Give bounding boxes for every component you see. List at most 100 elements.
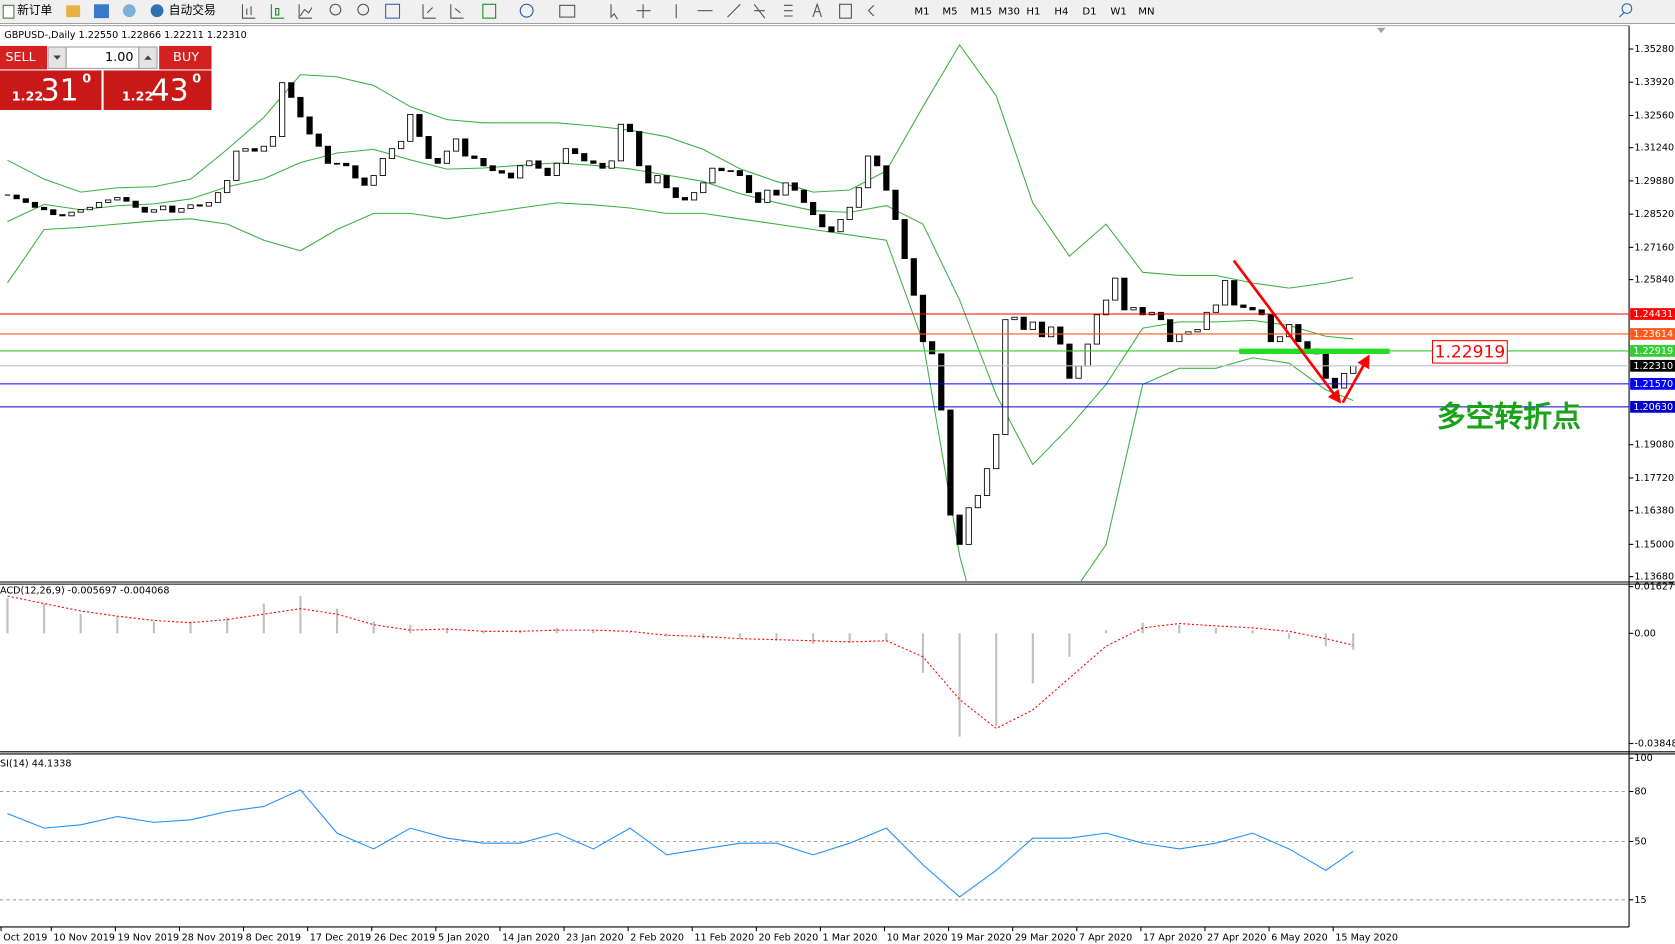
candle-body bbox=[169, 205, 176, 213]
x-tick-label: 19 Nov 2019 bbox=[118, 933, 180, 944]
candle-body bbox=[425, 136, 432, 159]
volume-value[interactable]: 1.00 bbox=[105, 50, 134, 65]
buy-button[interactable] bbox=[159, 45, 212, 70]
channel-icon[interactable] bbox=[753, 3, 766, 19]
candle-body bbox=[544, 167, 551, 176]
candle-body bbox=[690, 192, 698, 201]
macd-bar bbox=[1068, 633, 1071, 657]
x-tick-label: 20 Feb 2020 bbox=[758, 933, 818, 944]
crosshair-icon[interactable] bbox=[636, 4, 651, 19]
timeframe-button[interactable]: H4 bbox=[1054, 7, 1068, 18]
fibo-icon[interactable] bbox=[784, 4, 793, 17]
label-icon[interactable] bbox=[839, 3, 852, 19]
y-tick-label: 1.25840 bbox=[1634, 275, 1674, 286]
candle-body bbox=[22, 198, 29, 203]
line-icon[interactable] bbox=[298, 4, 313, 19]
y-tick-label: 1.33920 bbox=[1634, 77, 1674, 88]
candle-body bbox=[1002, 319, 1009, 435]
candle-body bbox=[965, 507, 972, 545]
panel-frames bbox=[0, 25, 1675, 928]
new-order-icon[interactable] bbox=[2, 4, 15, 19]
candle-body bbox=[919, 294, 927, 343]
y-tick-label: 1.16380 bbox=[1634, 506, 1674, 517]
candle-body bbox=[636, 131, 643, 167]
y-tick-label: 1.32560 bbox=[1634, 110, 1674, 121]
timeframe-button[interactable]: D1 bbox=[1082, 7, 1096, 18]
macd-bar bbox=[299, 596, 302, 634]
icon[interactable] bbox=[66, 5, 81, 18]
candle-body bbox=[269, 136, 277, 147]
chart-title: GBPUSD-,Daily 1.22550 1.22866 1.22211 1.… bbox=[4, 30, 246, 41]
candle-body bbox=[1167, 319, 1174, 343]
trendline-icon[interactable] bbox=[727, 3, 741, 18]
search-icon[interactable] bbox=[1621, 3, 1633, 14]
candle-body bbox=[114, 197, 121, 201]
autoscroll-icon[interactable] bbox=[422, 4, 436, 19]
signal-line bbox=[7, 595, 1354, 730]
bar-chart-icon[interactable] bbox=[241, 4, 256, 19]
shift-icon[interactable] bbox=[450, 4, 464, 19]
one-click-trading: SELL 1.00 BUY 1.22 31 0 1.22 43 0 bbox=[0, 45, 212, 110]
x-tick-label: 5 Jan 2020 bbox=[438, 933, 490, 944]
candle-body bbox=[901, 219, 908, 260]
zoom-out-icon[interactable] bbox=[357, 3, 370, 16]
cursor-icon[interactable] bbox=[610, 4, 618, 20]
text-icon[interactable] bbox=[812, 2, 822, 18]
candle-body bbox=[1176, 333, 1183, 343]
icon[interactable] bbox=[122, 4, 136, 18]
price-level-label: 1.21570 bbox=[1633, 379, 1673, 390]
volume-up-icon bbox=[144, 55, 152, 60]
candle-icon[interactable] bbox=[270, 4, 285, 19]
indicators-icon[interactable] bbox=[482, 3, 497, 19]
tile-icon[interactable] bbox=[385, 3, 401, 19]
timeframe-button[interactable]: M1 bbox=[914, 7, 929, 18]
candle-body bbox=[214, 192, 222, 203]
candle-body bbox=[517, 165, 524, 179]
icon[interactable] bbox=[94, 4, 109, 19]
price-level-label: 1.22310 bbox=[1633, 361, 1673, 372]
new-order-button[interactable]: 新订单 bbox=[17, 3, 52, 17]
timeframe-button[interactable]: M15 bbox=[970, 7, 992, 18]
sell-label[interactable]: SELL bbox=[5, 50, 36, 65]
macd-bar bbox=[79, 614, 82, 634]
timeframe-button[interactable]: M5 bbox=[942, 7, 957, 18]
band-lower bbox=[7, 202, 1354, 582]
macd-bar bbox=[372, 621, 375, 634]
x-tick-label: 28 Nov 2019 bbox=[182, 933, 244, 944]
buy-label[interactable]: BUY bbox=[173, 50, 199, 65]
x-tick-label: 2 Feb 2020 bbox=[630, 933, 684, 944]
y-tick-label: 100 bbox=[1634, 753, 1652, 764]
timeframe-button[interactable]: M30 bbox=[998, 7, 1020, 18]
band-upper bbox=[7, 43, 1354, 289]
candle-body bbox=[773, 189, 780, 196]
buy-price-box[interactable] bbox=[103, 70, 212, 110]
candle-body bbox=[709, 167, 716, 184]
y-tick-label: 1.28520 bbox=[1634, 209, 1674, 220]
arrows-icon[interactable] bbox=[868, 4, 875, 17]
sell-button[interactable] bbox=[0, 45, 48, 70]
timeframe-button[interactable]: MN bbox=[1138, 7, 1154, 18]
candle-body bbox=[50, 209, 57, 216]
candle-body bbox=[1276, 336, 1284, 343]
candle-body bbox=[306, 116, 313, 135]
auto-trading-icon[interactable] bbox=[150, 4, 164, 18]
zoom-in-icon[interactable] bbox=[329, 3, 342, 16]
y-tick-label: 1.31240 bbox=[1634, 143, 1674, 154]
sell-price-box[interactable] bbox=[0, 70, 102, 110]
price-box-label: 1.22919 bbox=[1435, 342, 1506, 362]
x-tick-label: 17 Apr 2020 bbox=[1143, 933, 1202, 944]
candle-body bbox=[764, 189, 771, 203]
candle-body bbox=[333, 162, 341, 165]
candle-body bbox=[242, 148, 249, 152]
candle-body bbox=[1267, 314, 1274, 343]
rsi-title: SI(14) 44.1338 bbox=[0, 759, 71, 770]
timeframe-button[interactable]: W1 bbox=[1110, 7, 1126, 18]
auto-trading-button[interactable]: 自动交易 bbox=[169, 3, 216, 17]
candle-body bbox=[1130, 307, 1137, 311]
candle-body bbox=[956, 514, 963, 545]
timeframe-button[interactable]: H1 bbox=[1026, 7, 1040, 18]
template-icon[interactable] bbox=[559, 4, 576, 18]
period-icon[interactable] bbox=[519, 3, 534, 18]
y-tick-label: 1.17720 bbox=[1634, 473, 1674, 484]
